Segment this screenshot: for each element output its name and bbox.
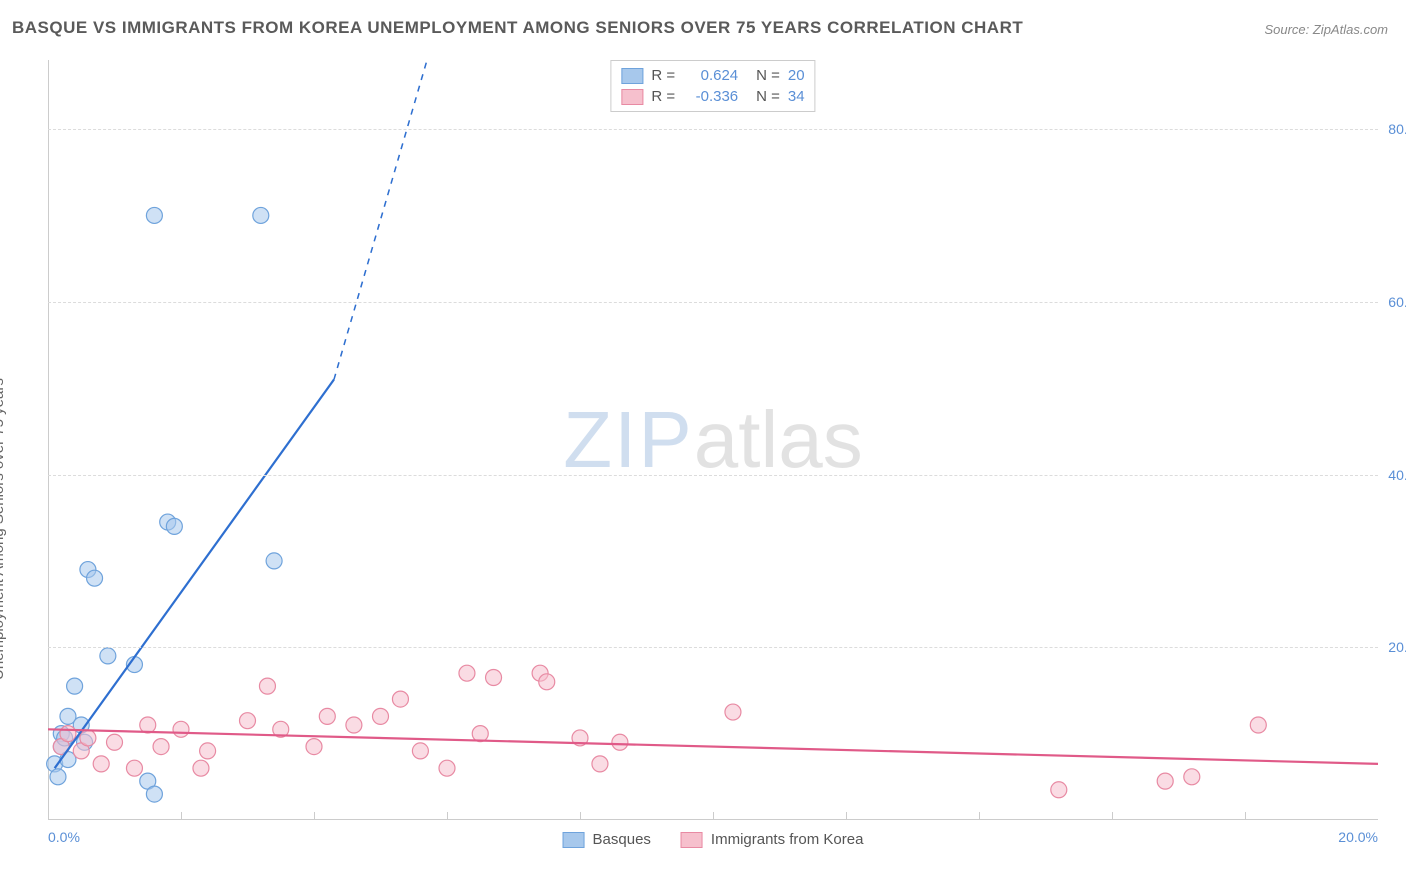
source-attribution: Source: ZipAtlas.com — [1264, 22, 1388, 37]
scatter-point — [153, 739, 169, 755]
x-tick-mark — [979, 812, 980, 820]
r-value: -0.336 — [683, 88, 738, 105]
x-tick-mark — [1112, 812, 1113, 820]
y-tick-label: 20.0% — [1388, 639, 1406, 655]
scatter-point — [592, 756, 608, 772]
grid-line — [48, 129, 1378, 130]
scatter-point — [146, 207, 162, 223]
y-tick-label: 80.0% — [1388, 121, 1406, 137]
x-tick-label: 0.0% — [48, 829, 80, 845]
scatter-point — [612, 734, 628, 750]
legend-row: R = -0.336 N = 34 — [621, 86, 804, 107]
scatter-point — [319, 708, 335, 724]
scatter-point — [60, 726, 76, 742]
x-tick-mark — [1245, 812, 1246, 820]
scatter-point — [1051, 782, 1067, 798]
r-value: 0.624 — [683, 67, 738, 84]
chart-plot-area: ZIPatlas R =0.624N =20R =-0.336N =34 Bas… — [48, 60, 1378, 820]
scatter-point — [1250, 717, 1266, 733]
scatter-point — [100, 648, 116, 664]
scatter-point — [1157, 773, 1173, 789]
scatter-point — [1184, 769, 1200, 785]
r-label: R = — [651, 88, 675, 105]
scatter-point — [306, 739, 322, 755]
scatter-point — [126, 760, 142, 776]
legend-swatch — [681, 832, 703, 848]
scatter-point — [173, 721, 189, 737]
grid-line — [48, 647, 1378, 648]
scatter-point — [50, 769, 66, 785]
scatter-point — [259, 678, 275, 694]
scatter-point — [439, 760, 455, 776]
scatter-point — [93, 756, 109, 772]
legend-swatch — [621, 89, 643, 105]
x-tick-mark — [580, 812, 581, 820]
x-tick-mark — [846, 812, 847, 820]
n-label: N = — [756, 67, 780, 84]
trend-line-extrapolated — [334, 60, 427, 380]
scatter-point — [253, 207, 269, 223]
grid-line — [48, 475, 1378, 476]
y-axis-label: Unemployment Among Seniors over 75 years — [0, 378, 7, 680]
n-value: 34 — [788, 88, 805, 105]
scatter-point — [346, 717, 362, 733]
legend-swatch — [621, 68, 643, 84]
scatter-point — [459, 665, 475, 681]
scatter-point — [146, 786, 162, 802]
x-tick-mark — [314, 812, 315, 820]
scatter-point — [67, 678, 83, 694]
n-value: 20 — [788, 67, 805, 84]
legend-item: Basques — [563, 831, 651, 848]
legend-swatch — [563, 832, 585, 848]
chart-svg — [48, 60, 1378, 820]
scatter-point — [472, 726, 488, 742]
scatter-point — [200, 743, 216, 759]
y-tick-label: 40.0% — [1388, 467, 1406, 483]
scatter-point — [80, 730, 96, 746]
scatter-point — [87, 570, 103, 586]
series-legend: Basques Immigrants from Korea — [563, 831, 864, 848]
scatter-point — [193, 760, 209, 776]
scatter-point — [373, 708, 389, 724]
scatter-point — [539, 674, 555, 690]
correlation-legend: R = 0.624 N = 20 R = -0.336 N = 34 — [610, 60, 815, 112]
grid-line — [48, 302, 1378, 303]
scatter-point — [266, 553, 282, 569]
x-tick-label: 20.0% — [1338, 829, 1378, 845]
scatter-point — [166, 518, 182, 534]
scatter-point — [486, 670, 502, 686]
n-label: N = — [756, 88, 780, 105]
legend-label: Immigrants from Korea — [711, 831, 864, 848]
x-tick-mark — [447, 812, 448, 820]
x-tick-mark — [713, 812, 714, 820]
x-tick-mark — [181, 812, 182, 820]
scatter-point — [725, 704, 741, 720]
scatter-point — [392, 691, 408, 707]
page-title: BASQUE VS IMMIGRANTS FROM KOREA UNEMPLOY… — [12, 18, 1023, 38]
y-tick-label: 60.0% — [1388, 294, 1406, 310]
legend-item: Immigrants from Korea — [681, 831, 864, 848]
scatter-point — [107, 734, 123, 750]
trend-line — [48, 729, 1378, 764]
scatter-point — [412, 743, 428, 759]
legend-row: R = 0.624 N = 20 — [621, 65, 804, 86]
scatter-point — [140, 717, 156, 733]
r-label: R = — [651, 67, 675, 84]
legend-label: Basques — [593, 831, 651, 848]
scatter-point — [240, 713, 256, 729]
